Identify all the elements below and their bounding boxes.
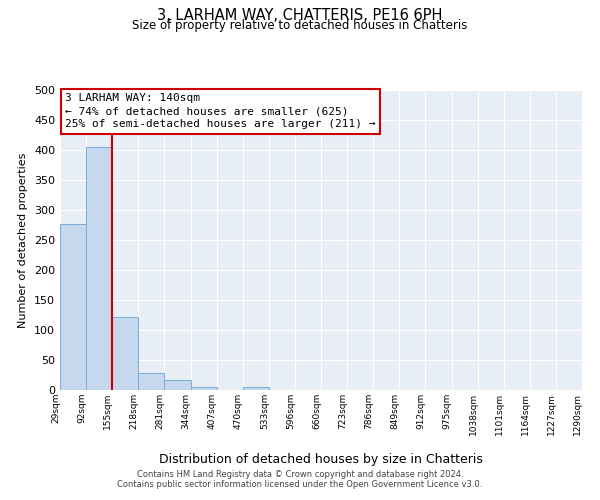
Text: Size of property relative to detached houses in Chatteris: Size of property relative to detached ho… <box>133 18 467 32</box>
Bar <box>60 224 86 390</box>
Y-axis label: Number of detached properties: Number of detached properties <box>19 152 28 328</box>
Bar <box>86 147 112 390</box>
Bar <box>112 317 139 390</box>
Text: 3 LARHAM WAY: 140sqm
← 74% of detached houses are smaller (625)
25% of semi-deta: 3 LARHAM WAY: 140sqm ← 74% of detached h… <box>65 93 376 130</box>
Text: 3, LARHAM WAY, CHATTERIS, PE16 6PH: 3, LARHAM WAY, CHATTERIS, PE16 6PH <box>157 8 443 22</box>
Bar <box>243 387 269 390</box>
Text: Contains HM Land Registry data © Crown copyright and database right 2024.: Contains HM Land Registry data © Crown c… <box>137 470 463 479</box>
Bar <box>139 372 164 390</box>
Text: Distribution of detached houses by size in Chatteris: Distribution of detached houses by size … <box>159 452 483 466</box>
Bar <box>164 380 191 390</box>
Text: Contains public sector information licensed under the Open Government Licence v3: Contains public sector information licen… <box>118 480 482 489</box>
Bar <box>191 387 217 390</box>
